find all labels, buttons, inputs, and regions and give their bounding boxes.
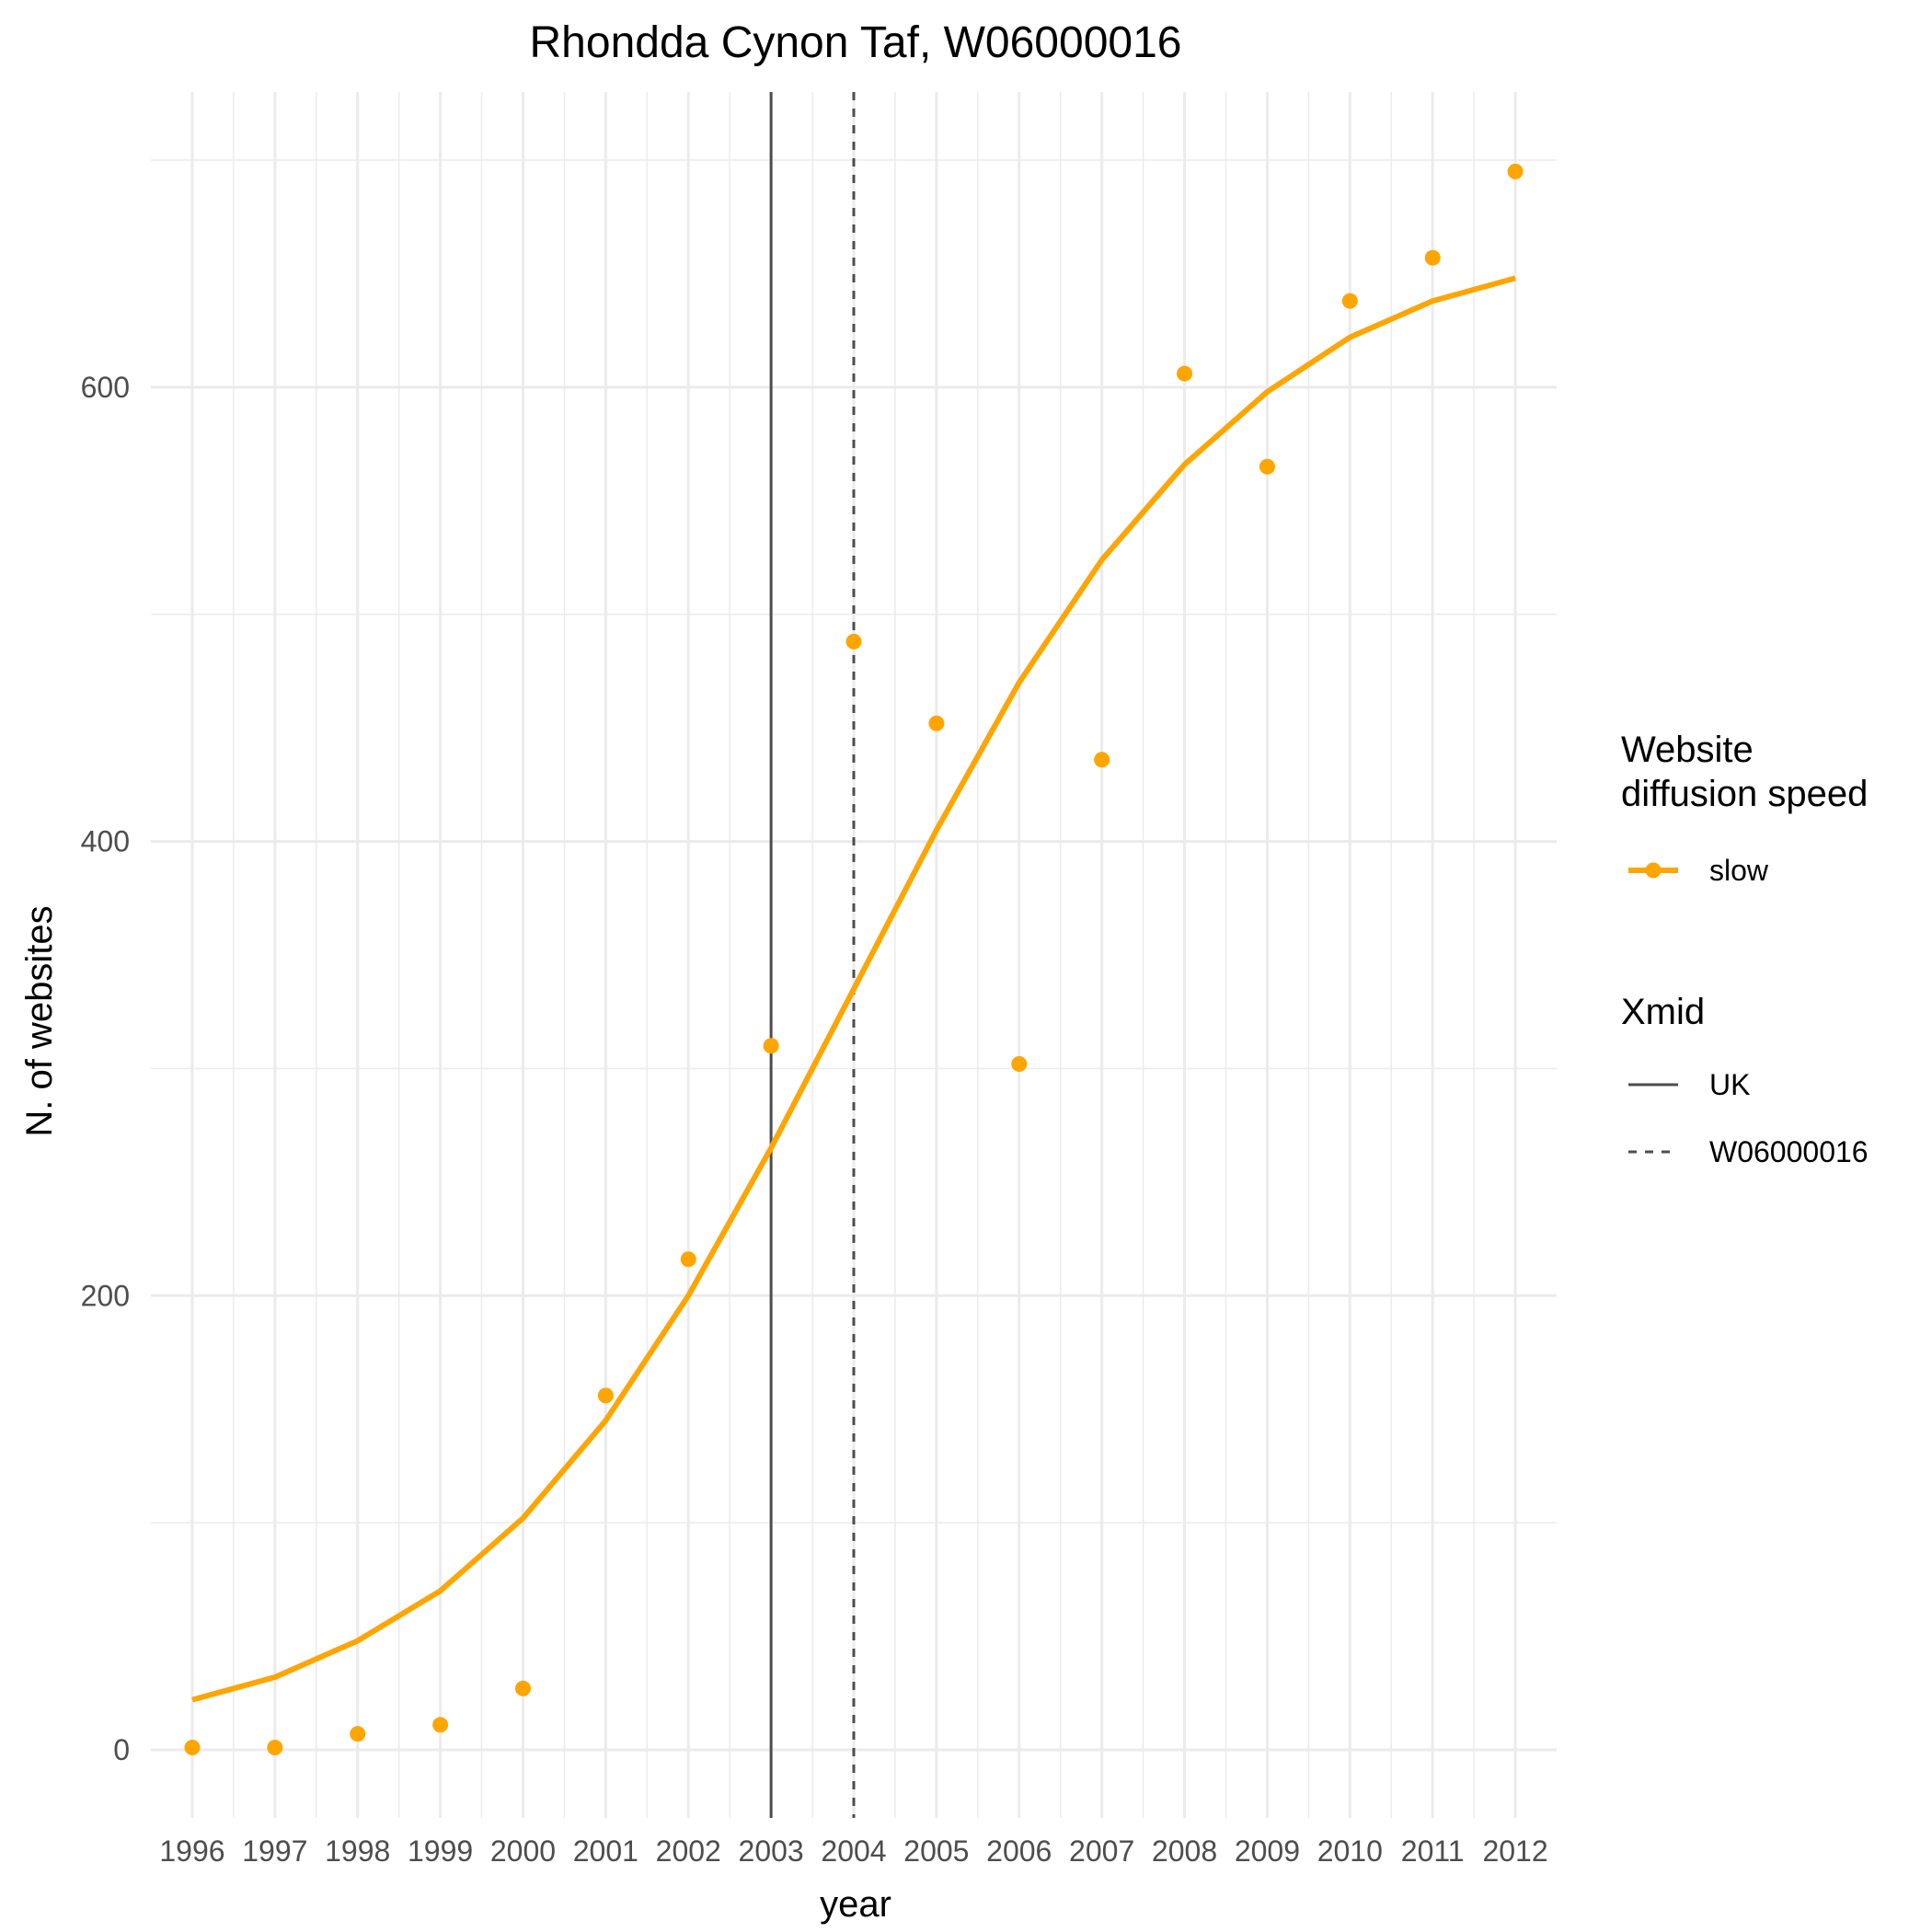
y-tick-label: 400 — [81, 825, 130, 858]
reference-lines — [769, 92, 856, 1818]
data-point — [514, 1680, 531, 1696]
x-tick-label: 2001 — [573, 1834, 638, 1868]
x-tick-label: 2003 — [739, 1834, 804, 1868]
grid — [151, 92, 1557, 1818]
y-tick-label: 200 — [81, 1279, 130, 1312]
data-point — [845, 633, 862, 650]
legend-title: diffusion speed — [1621, 774, 1868, 814]
x-tick-label: 2000 — [490, 1834, 556, 1868]
data-point — [267, 1739, 283, 1755]
series-line-slow — [191, 275, 1516, 1703]
data-point — [1177, 365, 1193, 382]
data-point — [1424, 249, 1441, 266]
legend-label: slow — [1709, 854, 1769, 887]
y-tick-label: 600 — [81, 371, 130, 404]
x-tick-label: 1997 — [242, 1834, 307, 1868]
data-point — [350, 1726, 366, 1742]
data-point — [928, 715, 945, 731]
x-tick-label: 2006 — [986, 1834, 1052, 1868]
data-point — [1507, 163, 1524, 179]
data-point — [597, 1387, 614, 1404]
x-tick-label: 2009 — [1235, 1834, 1300, 1868]
data-point — [1341, 293, 1358, 309]
x-tick-label: 1996 — [159, 1834, 224, 1868]
series — [184, 163, 1524, 1755]
x-tick-label: 2007 — [1069, 1834, 1134, 1868]
legend-title: Xmid — [1621, 992, 1705, 1032]
legend-label: W06000016 — [1709, 1135, 1869, 1168]
x-tick-label: 2002 — [656, 1834, 721, 1868]
legend-key-point — [1645, 862, 1662, 879]
data-point — [432, 1717, 449, 1733]
data-point — [1259, 458, 1275, 475]
x-axis-title: year — [820, 1884, 891, 1925]
y-tick-label: 0 — [113, 1733, 130, 1766]
legend-label: UK — [1709, 1068, 1750, 1101]
data-point — [184, 1739, 201, 1755]
axes: 1996 1997 1998 1999 2000 2001 2002 2003 2004 2005… — [81, 371, 1548, 1868]
x-tick-label: 2008 — [1152, 1834, 1217, 1868]
data-point — [1011, 1055, 1028, 1072]
x-tick-label: 2012 — [1482, 1834, 1547, 1868]
y-axis-title: N. of websites — [19, 905, 60, 1136]
x-tick-label: 2011 — [1401, 1834, 1465, 1868]
chart-title: Rhondda Cynon Taf, W06000016 — [530, 18, 1182, 67]
data-point — [680, 1251, 696, 1268]
x-tick-label: 1998 — [325, 1834, 390, 1868]
x-tick-label: 2010 — [1317, 1834, 1383, 1868]
x-tick-label: 1999 — [408, 1834, 473, 1868]
legend-title: Website — [1621, 730, 1754, 770]
data-point — [763, 1038, 779, 1054]
data-point — [1094, 752, 1110, 768]
x-tick-label: 2004 — [821, 1834, 886, 1868]
x-tick-label: 2005 — [903, 1834, 969, 1868]
